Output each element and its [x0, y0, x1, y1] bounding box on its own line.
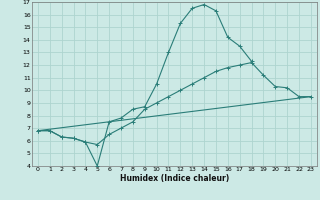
X-axis label: Humidex (Indice chaleur): Humidex (Indice chaleur) [120, 174, 229, 183]
